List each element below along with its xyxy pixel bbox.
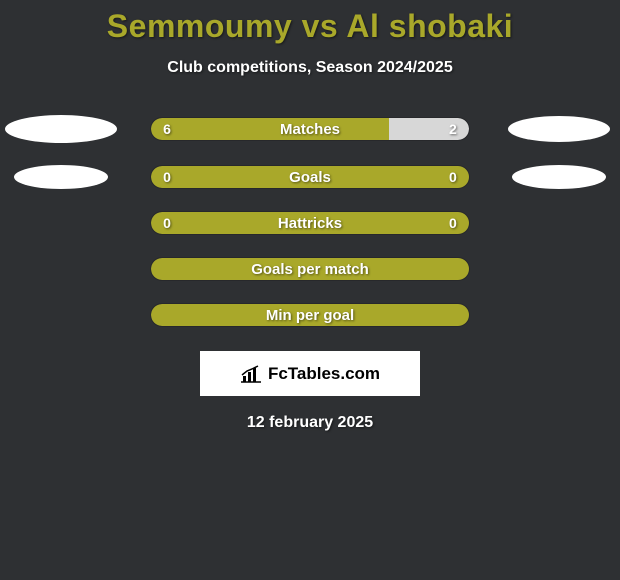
stat-row-hattricks: 0 Hattricks 0	[0, 211, 620, 235]
comparison-card: Semmoumy vs Al shobaki Club competitions…	[0, 0, 620, 580]
date-label: 12 february 2025	[0, 414, 620, 432]
page-title: Semmoumy vs Al shobaki	[0, 0, 620, 45]
ellipse-right-matches	[508, 116, 610, 142]
stat-rows: 6 Matches 2 0 Goals 0	[0, 115, 620, 327]
stat-bar-hattricks: 0 Hattricks 0	[150, 211, 470, 235]
ellipse-right-slot	[498, 116, 620, 142]
stat-label: Goals	[151, 166, 469, 188]
stat-bar-min-per-goal: Min per goal	[150, 303, 470, 327]
brand-text: FcTables.com	[268, 364, 380, 384]
stat-label: Goals per match	[151, 258, 469, 280]
stat-row-goals: 0 Goals 0	[0, 165, 620, 189]
stat-bar-goals: 0 Goals 0	[150, 165, 470, 189]
ellipse-left-slot	[0, 115, 122, 143]
stat-value-right: 0	[449, 166, 457, 188]
stat-row-min-per-goal: Min per goal	[0, 303, 620, 327]
stat-row-goals-per-match: Goals per match	[0, 257, 620, 281]
ellipse-left-slot	[0, 165, 122, 189]
ellipse-left-goals	[14, 165, 108, 189]
ellipse-right-slot	[498, 165, 620, 189]
page-subtitle: Club competitions, Season 2024/2025	[0, 59, 620, 77]
stat-row-matches: 6 Matches 2	[0, 115, 620, 143]
stat-value-right: 2	[449, 118, 457, 140]
stat-bar-matches: 6 Matches 2	[150, 117, 470, 141]
stat-label: Hattricks	[151, 212, 469, 234]
stat-label: Matches	[151, 118, 469, 140]
stat-bar-goals-per-match: Goals per match	[150, 257, 470, 281]
ellipse-left-matches	[5, 115, 117, 143]
stat-label: Min per goal	[151, 304, 469, 326]
ellipse-right-goals	[512, 165, 606, 189]
brand-badge[interactable]: FcTables.com	[200, 351, 420, 396]
bar-chart-icon	[240, 365, 262, 383]
stat-value-right: 0	[449, 212, 457, 234]
